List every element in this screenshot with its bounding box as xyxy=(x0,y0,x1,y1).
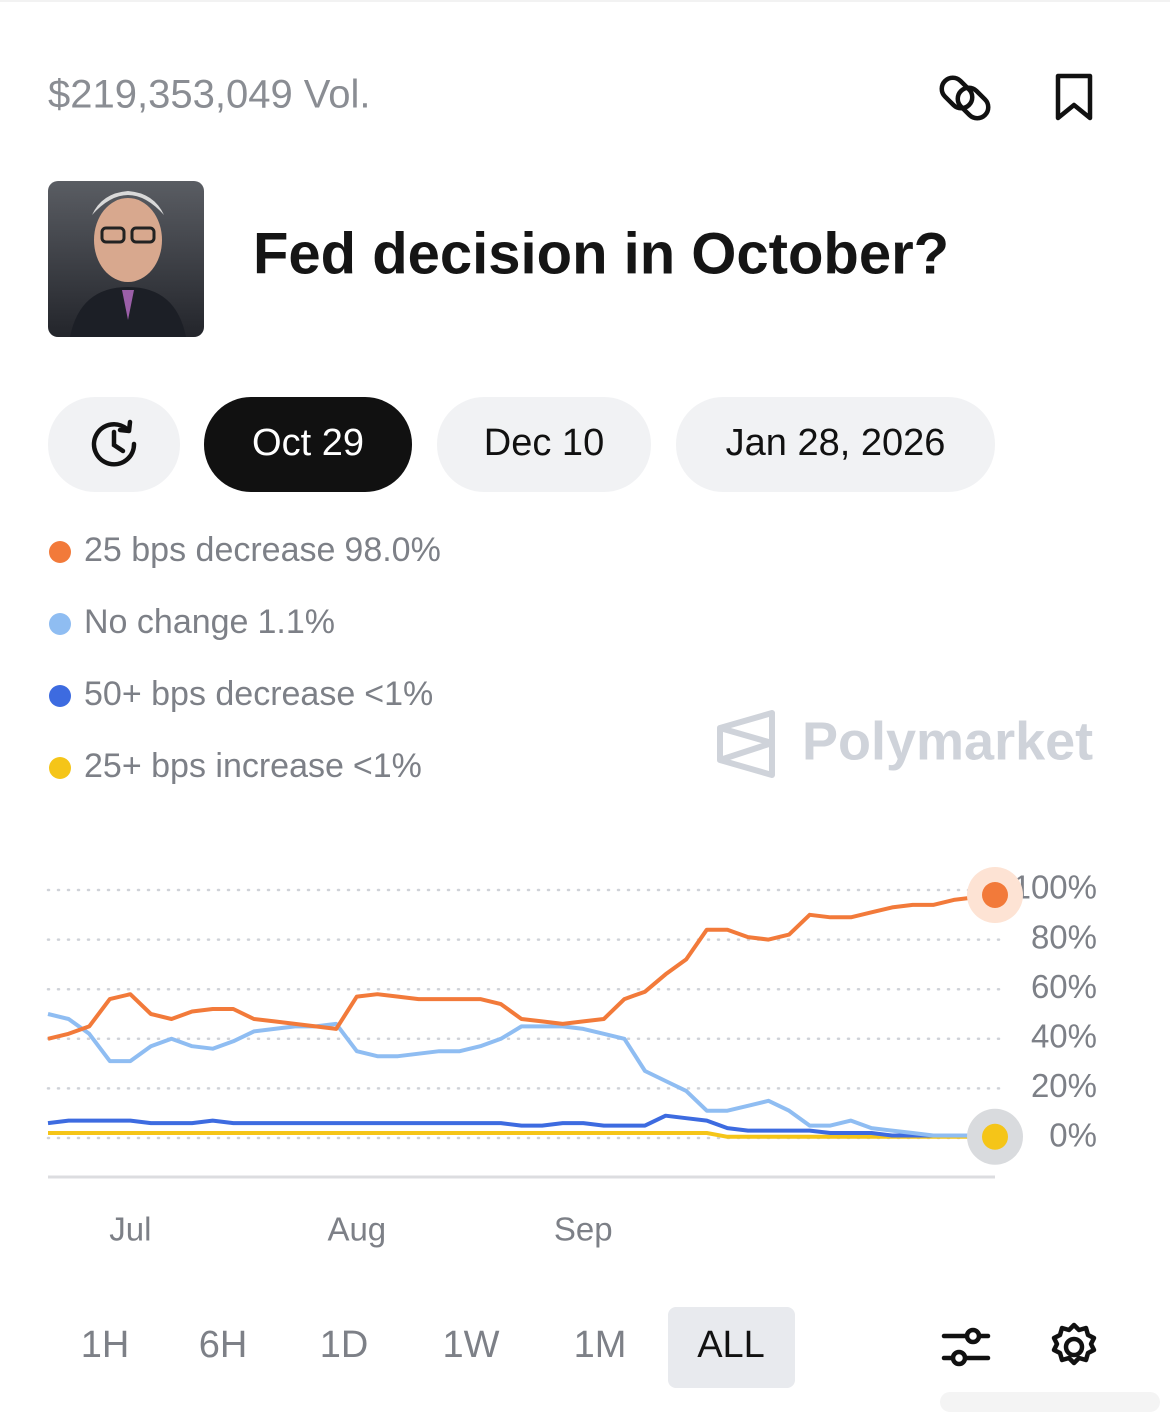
series-line xyxy=(47,1012,996,1138)
y-tick-label: 80% xyxy=(1031,918,1097,955)
legend-name: 25+ bps increase xyxy=(84,747,344,785)
range-button-label: 1H xyxy=(81,1324,130,1366)
date-tab[interactable]: Oct 29 xyxy=(204,397,412,492)
legend-dot xyxy=(49,541,71,563)
legend-entry: 25+ bps increase <1% xyxy=(84,747,422,785)
y-tick-label: 20% xyxy=(1031,1067,1097,1104)
market-image xyxy=(48,181,204,337)
end-point xyxy=(982,881,1008,908)
x-tick-label: Jul xyxy=(109,1211,151,1248)
x-tick-label: Aug xyxy=(327,1211,386,1248)
range-button[interactable]: 1D xyxy=(320,1324,369,1366)
date-tab-bg xyxy=(676,397,995,492)
series-line xyxy=(47,1113,995,1138)
y-tick-label: 60% xyxy=(1031,968,1097,1005)
legend-entry: 50+ bps decrease <1% xyxy=(84,675,433,713)
date-tab[interactable]: Jan 28, 2026 xyxy=(676,397,995,492)
legend-dot xyxy=(49,613,71,635)
date-tab-bg xyxy=(437,397,651,492)
range-button[interactable]: 1W xyxy=(443,1324,500,1366)
legend-name: No change xyxy=(84,603,248,641)
range-button[interactable]: 1M xyxy=(574,1324,627,1366)
y-tick-label: 40% xyxy=(1031,1018,1097,1055)
date-tab-label: Jan 28, 2026 xyxy=(726,422,946,464)
date-tab[interactable]: Dec 10 xyxy=(437,397,651,492)
legend-dot xyxy=(49,685,71,707)
legend-entry: 25 bps decrease 98.0% xyxy=(84,531,441,569)
legend-dot xyxy=(49,757,71,779)
link-button[interactable] xyxy=(937,73,993,123)
range-button[interactable]: 6H xyxy=(199,1324,248,1366)
legend-value: <1% xyxy=(353,747,422,785)
range-button-label: 1W xyxy=(443,1324,500,1366)
range-button-label: 1M xyxy=(574,1324,627,1366)
x-tick-label: Sep xyxy=(554,1211,613,1248)
range-button[interactable]: ALL xyxy=(668,1307,795,1388)
series-line xyxy=(48,1131,995,1139)
filter-button[interactable] xyxy=(941,1327,991,1367)
range-button-bg xyxy=(668,1307,795,1388)
range-button-label: 6H xyxy=(199,1324,248,1366)
bookmark-button[interactable] xyxy=(1055,73,1093,121)
date-tab-label: Dec 10 xyxy=(484,422,604,464)
legend-value: <1% xyxy=(364,675,433,713)
market-title: Fed decision in October? xyxy=(253,221,949,286)
date-tab-label: Oct 29 xyxy=(252,422,364,464)
legend-name: 25 bps decrease xyxy=(84,531,335,569)
range-button-label: ALL xyxy=(697,1324,765,1366)
legend-entry: No change 1.1% xyxy=(84,603,335,641)
date-tab-bg xyxy=(204,397,412,492)
legend-name: 50+ bps decrease xyxy=(84,675,355,713)
legend-value: 98.0% xyxy=(344,531,440,569)
history-button[interactable] xyxy=(48,397,180,492)
range-button[interactable]: 1H xyxy=(81,1324,130,1366)
watermark: Polymarket xyxy=(802,711,1093,771)
y-tick-label: 0% xyxy=(1049,1117,1097,1154)
legend-value: 1.1% xyxy=(257,603,335,641)
volume: $219,353,049 Vol. xyxy=(48,73,371,117)
watermark-logo xyxy=(717,710,775,778)
settings-button[interactable] xyxy=(1051,1322,1097,1366)
series-line xyxy=(47,893,996,1041)
end-point xyxy=(982,1123,1008,1150)
y-tick-label: 100% xyxy=(1013,869,1097,906)
range-button-label: 1D xyxy=(320,1324,369,1366)
home-indicator xyxy=(940,1392,1160,1412)
